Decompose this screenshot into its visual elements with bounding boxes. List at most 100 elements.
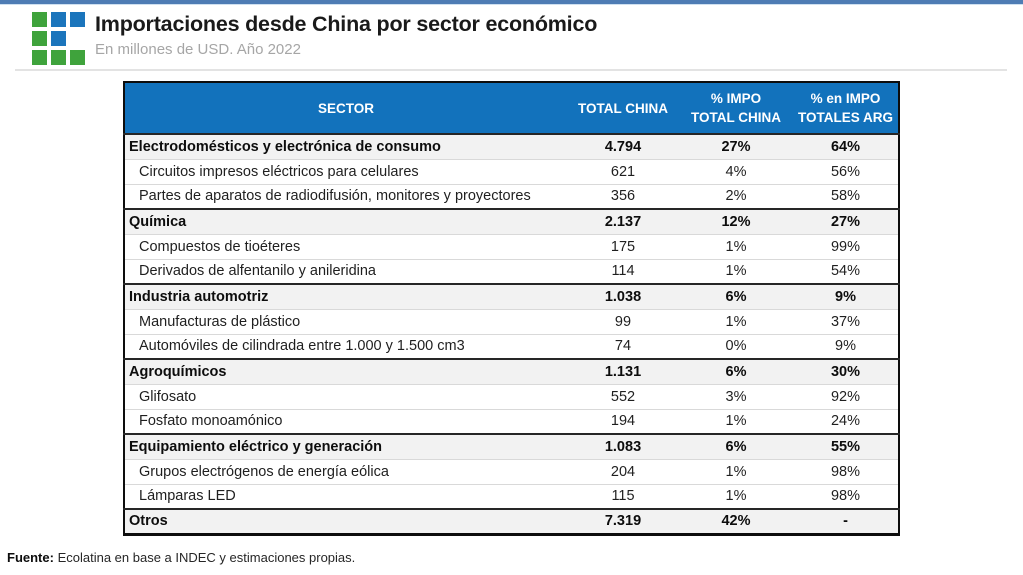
- pct-impo-china-cell: 27%: [679, 133, 793, 159]
- logo-square: [70, 12, 85, 27]
- total-china-cell: 204: [567, 458, 679, 484]
- table-body: Electrodomésticos y electrónica de consu…: [124, 133, 899, 534]
- sector-name-cell: Compuestos de tioéteres: [124, 233, 567, 259]
- total-china-cell: 1.083: [567, 433, 679, 459]
- pct-impo-china-cell: 1%: [679, 233, 793, 259]
- sector-name-cell: Glifosato: [124, 383, 567, 409]
- total-china-cell: 175: [567, 233, 679, 259]
- table-row: Partes de aparatos de radiodifusión, mon…: [124, 183, 899, 209]
- pct-impo-arg-cell: 54%: [793, 258, 899, 284]
- total-china-cell: 4.794: [567, 133, 679, 159]
- pct-impo-china-cell: 1%: [679, 483, 793, 509]
- sector-name-cell: Partes de aparatos de radiodifusión, mon…: [124, 183, 567, 209]
- logo-square: [70, 50, 85, 65]
- logo-square: [32, 12, 47, 27]
- source-text: Ecolatina en base a INDEC y estimaciones…: [53, 550, 356, 565]
- pct-impo-arg-cell: 58%: [793, 183, 899, 209]
- total-china-cell: 356: [567, 183, 679, 209]
- logo-square: [51, 50, 66, 65]
- pct-impo-china-cell: 6%: [679, 433, 793, 459]
- pct-impo-arg-cell: 30%: [793, 358, 899, 384]
- brand-header: Importaciones desde China por sector eco…: [32, 10, 597, 65]
- table-row: Lámparas LED 115 1% 98%: [124, 483, 899, 509]
- logo-square: [32, 50, 47, 65]
- pct-impo-arg-cell: 92%: [793, 383, 899, 409]
- total-china-cell: 194: [567, 408, 679, 434]
- column-header-label: TOTAL CHINA: [691, 110, 781, 125]
- sector-name-cell: Grupos electrógenos de energía eólica: [124, 458, 567, 484]
- table-row: Equipamiento eléctrico y generación 1.083…: [124, 433, 899, 459]
- table-row: Otros 7.319 42% -: [124, 508, 899, 534]
- logo-square-empty: [70, 31, 85, 46]
- total-china-cell: 1.038: [567, 283, 679, 309]
- sector-name-cell: Automóviles de cilindrada entre 1.000 y …: [124, 333, 567, 359]
- table-row: Industria automotriz 1.038 6% 9%: [124, 283, 899, 309]
- pct-impo-arg-cell: 27%: [793, 208, 899, 234]
- column-header-label: % IMPO: [710, 91, 762, 106]
- pct-impo-china-cell: 3%: [679, 383, 793, 409]
- pct-impo-china-cell: 42%: [679, 508, 793, 534]
- logo-square: [32, 31, 47, 46]
- sector-name-cell: Otros: [124, 508, 567, 534]
- table-row: Glifosato 552 3% 92%: [124, 383, 899, 409]
- pct-impo-china-cell: 1%: [679, 408, 793, 434]
- total-china-cell: 1.131: [567, 358, 679, 384]
- total-china-cell: 2.137: [567, 208, 679, 234]
- column-header-pct-impo-arg: % en IMPO TOTALES ARG: [793, 82, 899, 134]
- column-header-label: SECTOR: [317, 100, 374, 116]
- sector-name-cell: Circuitos impresos eléctricos para celul…: [124, 158, 567, 184]
- sector-name-cell: Equipamiento eléctrico y generación: [124, 433, 567, 459]
- pct-impo-arg-cell: 98%: [793, 458, 899, 484]
- sector-name-cell: Industria automotriz: [124, 283, 567, 309]
- column-header-label: % en IMPO: [810, 91, 881, 106]
- header-divider: [15, 69, 1007, 71]
- table-row: Derivados de alfentanilo y anileridina 11…: [124, 258, 899, 284]
- total-china-cell: 114: [567, 258, 679, 284]
- table-row: Grupos electrógenos de energía eólica 204…: [124, 458, 899, 484]
- imports-table-container: SECTOR TOTAL CHINA % IMPO TOTAL CHINA % …: [123, 81, 900, 536]
- table-row: Electrodomésticos y electrónica de consu…: [124, 133, 899, 159]
- column-header-label: TOTAL CHINA: [578, 100, 668, 116]
- column-header-label: TOTALES ARG: [797, 110, 893, 125]
- total-china-cell: 115: [567, 483, 679, 509]
- pct-impo-arg-cell: 64%: [793, 133, 899, 159]
- table-row: Manufacturas de plástico 99 1% 37%: [124, 308, 899, 334]
- total-china-cell: 7.319: [567, 508, 679, 534]
- pct-impo-china-cell: 0%: [679, 333, 793, 359]
- pct-impo-china-cell: 12%: [679, 208, 793, 234]
- table-row: Química 2.137 12% 27%: [124, 208, 899, 234]
- sector-name-cell: Química: [124, 208, 567, 234]
- sector-name-cell: Fosfato monoamónico: [124, 408, 567, 434]
- pct-impo-arg-cell: -: [793, 508, 899, 534]
- sector-name-cell: Agroquímicos: [124, 358, 567, 384]
- pct-impo-china-cell: 4%: [679, 158, 793, 184]
- total-china-cell: 621: [567, 158, 679, 184]
- top-accent-bar: [0, 0, 1023, 5]
- table-row: Fosfato monoamónico 194 1% 24%: [124, 408, 899, 434]
- page-title: Importaciones desde China por sector eco…: [95, 12, 598, 36]
- column-header-pct-impo-china: % IMPO TOTAL CHINA: [679, 82, 793, 134]
- sector-name-cell: Derivados de alfentanilo y anileridina: [124, 258, 567, 284]
- pct-impo-arg-cell: 55%: [793, 433, 899, 459]
- pct-impo-china-cell: 2%: [679, 183, 793, 209]
- column-header-total-china: TOTAL CHINA: [567, 82, 679, 134]
- total-china-cell: 552: [567, 383, 679, 409]
- sector-name-cell: Electrodomésticos y electrónica de consu…: [124, 133, 567, 159]
- pct-impo-china-cell: 1%: [679, 458, 793, 484]
- logo-square: [51, 31, 66, 46]
- table-row: Automóviles de cilindrada entre 1.000 y …: [124, 333, 899, 359]
- total-china-cell: 74: [567, 333, 679, 359]
- total-china-cell: 99: [567, 308, 679, 334]
- pct-impo-arg-cell: 9%: [793, 283, 899, 309]
- sector-name-cell: Manufacturas de plástico: [124, 308, 567, 334]
- source-note: Fuente: Ecolatina en base a INDEC y esti…: [7, 550, 355, 565]
- table-row: Agroquímicos 1.131 6% 30%: [124, 358, 899, 384]
- ecolatina-logo: [32, 12, 85, 65]
- pct-impo-china-cell: 1%: [679, 308, 793, 334]
- pct-impo-arg-cell: 37%: [793, 308, 899, 334]
- table-header-row: SECTOR TOTAL CHINA % IMPO TOTAL CHINA % …: [124, 82, 899, 134]
- sector-name-cell: Lámparas LED: [124, 483, 567, 509]
- source-label: Fuente:: [7, 550, 54, 565]
- pct-impo-arg-cell: 56%: [793, 158, 899, 184]
- pct-impo-arg-cell: 99%: [793, 233, 899, 259]
